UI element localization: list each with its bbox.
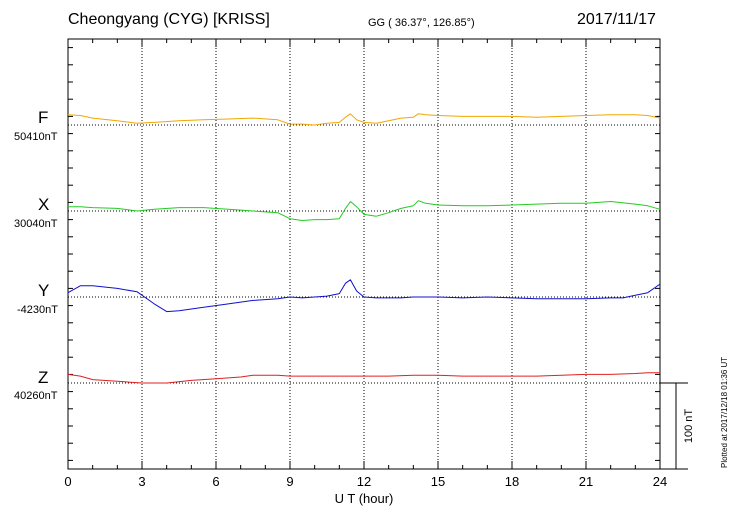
channel-label-f: F <box>38 108 49 127</box>
plot-frame <box>67 38 661 470</box>
x-tick-label-21: 21 <box>579 474 593 489</box>
chart-date: 2017/11/17 <box>577 11 656 28</box>
x-tick-label-24: 24 <box>653 474 667 489</box>
channel-baseline-y: -4230nT <box>17 304 58 316</box>
channel-label-y: Y <box>38 281 50 300</box>
channel-label-z: Z <box>38 368 49 387</box>
x-tick-label-9: 9 <box>286 474 293 489</box>
series-line-z <box>67 372 660 384</box>
series-line-f <box>67 113 661 126</box>
series-line-x <box>68 200 661 221</box>
x-tick-label-3: 3 <box>138 474 145 489</box>
channel-label-x: X <box>38 195 50 214</box>
x-tick-label-18: 18 <box>505 474 519 489</box>
scale-bar-label: 100 nT <box>683 409 695 444</box>
x-tick-label-15: 15 <box>431 474 445 489</box>
x-tick-label-0: 0 <box>64 474 71 489</box>
series-line-y <box>67 279 661 313</box>
x-axis-label: U T (hour) <box>335 491 394 506</box>
channel-baseline-f: 50410nT <box>14 131 58 143</box>
channel-baseline-z: 40260nT <box>14 390 58 402</box>
station-coordinates: GG ( 36.37°, 126.85°) <box>368 17 475 29</box>
channel-baseline-x: 30040nT <box>14 218 58 230</box>
x-tick-label-6: 6 <box>212 474 219 489</box>
x-tick-label-12: 12 <box>357 474 371 489</box>
chart-title: Cheongyang (CYG) [KRISS] <box>68 11 270 28</box>
